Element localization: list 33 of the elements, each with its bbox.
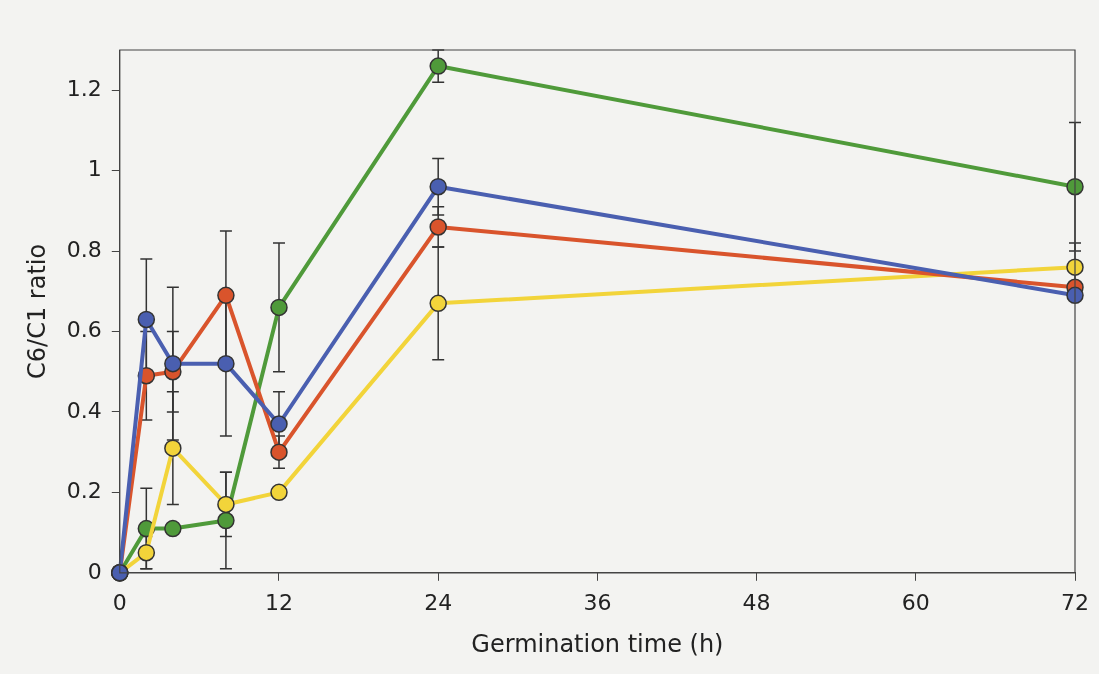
y-tick-label: 0.2 <box>66 478 102 504</box>
x-tick-label: 60 <box>901 589 930 615</box>
y-axis-title: C6/C1 ratio <box>22 243 51 379</box>
point <box>217 286 235 305</box>
point <box>429 294 447 313</box>
x-tick-label: 0 <box>112 589 127 615</box>
point <box>270 483 288 502</box>
point <box>164 354 182 373</box>
point <box>217 511 235 530</box>
point <box>429 177 447 196</box>
y-tick-label: 0.8 <box>66 236 102 262</box>
point <box>217 495 235 514</box>
x-tick-label: 72 <box>1061 589 1089 615</box>
point <box>217 354 235 373</box>
point <box>270 298 288 317</box>
point <box>429 57 447 75</box>
y-tick-label: 1 <box>87 156 102 182</box>
point <box>137 543 156 562</box>
point <box>270 415 288 433</box>
y-tick-label: 0.6 <box>66 317 102 343</box>
x-tick-label: 24 <box>424 589 453 615</box>
point <box>137 310 156 329</box>
x-tick-label: 36 <box>583 589 612 615</box>
y-tick-label: 0.4 <box>66 397 102 423</box>
point <box>270 443 288 461</box>
x-tick-label: 12 <box>264 589 293 615</box>
x-axis-title: Germination time (h) <box>471 629 724 658</box>
point <box>429 218 447 236</box>
y-tick-label: 1.2 <box>66 75 102 101</box>
point <box>164 519 182 538</box>
point <box>164 439 182 457</box>
y-tick-label: 0 <box>87 558 102 584</box>
x-tick-label: 48 <box>742 589 771 615</box>
